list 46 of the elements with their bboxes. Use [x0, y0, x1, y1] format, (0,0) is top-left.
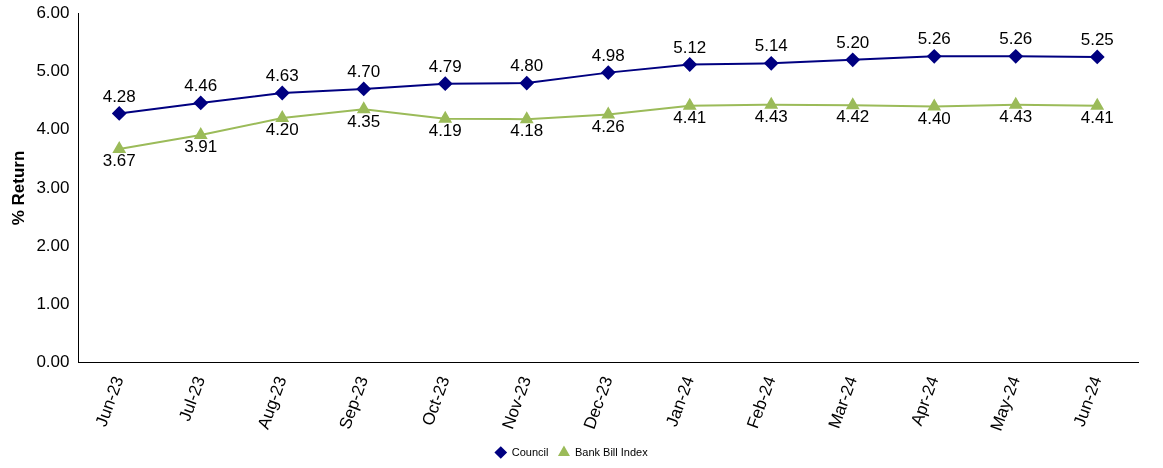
data-label: 4.18 — [510, 121, 544, 141]
data-label: 3.91 — [184, 137, 218, 157]
data-label: 4.41 — [673, 108, 707, 128]
data-label: 4.80 — [510, 56, 544, 76]
x-tick-label: Jun-24 — [1069, 373, 1106, 430]
data-label: 5.26 — [917, 29, 951, 49]
y-tick-label: 6.00 — [36, 2, 70, 22]
data-label: 4.19 — [428, 120, 462, 140]
x-tick-label: Jul-23 — [175, 373, 209, 424]
data-label: 5.12 — [673, 37, 707, 57]
data-label: 4.20 — [265, 120, 299, 140]
y-tick-label: 1.00 — [36, 294, 70, 314]
data-label: 4.26 — [591, 116, 625, 136]
x-tick-label: Aug-23 — [253, 373, 291, 432]
data-label: 3.67 — [102, 151, 136, 171]
data-label: 4.79 — [428, 56, 462, 76]
data-label: 4.70 — [347, 62, 381, 82]
data-label: 5.25 — [1080, 30, 1114, 50]
y-tick-label: 0.00 — [36, 352, 70, 372]
data-label: 4.35 — [347, 111, 381, 131]
data-label: 4.41 — [1080, 108, 1114, 128]
legend-label: Council — [511, 445, 549, 458]
y-tick-label: 5.00 — [36, 61, 70, 81]
y-tick-label: 2.00 — [36, 235, 70, 255]
legend-label: Bank Bill Index — [574, 445, 649, 458]
data-label: 4.98 — [591, 45, 625, 65]
data-label: 4.28 — [102, 86, 136, 106]
data-label: 4.43 — [754, 106, 788, 126]
x-tick-label: Apr-24 — [907, 373, 943, 429]
data-label: 4.43 — [999, 106, 1033, 126]
y-tick-label: 3.00 — [36, 177, 70, 197]
data-label: 4.46 — [184, 76, 218, 96]
y-tick-label: 4.00 — [36, 119, 70, 139]
data-label: 4.40 — [917, 108, 951, 128]
x-tick-label: Oct-23 — [418, 373, 454, 429]
data-label: 5.14 — [754, 36, 788, 56]
x-tick-label: Jun-23 — [91, 373, 128, 430]
x-tick-label: Sep-23 — [335, 373, 372, 432]
data-label: 5.26 — [999, 29, 1033, 49]
data-label: 5.20 — [836, 32, 870, 52]
data-label: 4.63 — [265, 66, 299, 86]
x-tick-label: Jan-24 — [662, 373, 698, 430]
x-tick-label: Feb-24 — [743, 373, 780, 431]
y-axis-title: % Return — [8, 150, 28, 226]
x-tick-label: Nov-23 — [498, 373, 535, 432]
data-label: 4.42 — [836, 107, 870, 127]
